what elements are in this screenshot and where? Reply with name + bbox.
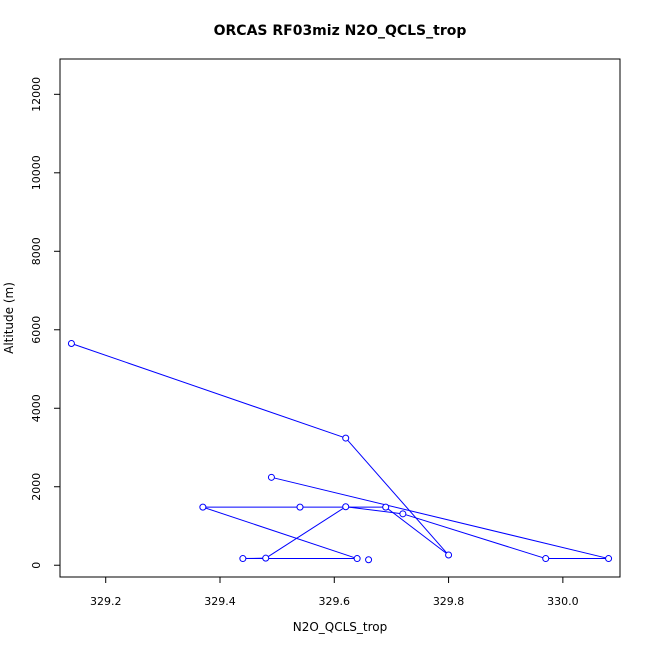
series-line-segment [265,506,346,559]
data-point [605,555,613,563]
data-point [353,555,361,563]
data-point [399,510,407,518]
series-line-segment [271,476,609,560]
x-axis-label: N2O_QCLS_trop [293,620,388,634]
series-line-segment [71,343,346,439]
series-line-segment [402,513,546,560]
x-tick-label: 329.4 [204,595,236,608]
series-line-segment [345,506,403,515]
series-line-segment [385,506,449,556]
y-axis: 0 2000 4000 6000 8000 10000 12000 [30,77,60,569]
y-tick-label: 6000 [30,316,43,344]
y-tick-label: 2000 [30,473,43,501]
y-axis-label: Altitude (m) [2,282,16,354]
series-line-segment [345,437,449,556]
series-line-segment [202,506,358,560]
data-point [342,434,350,442]
y-tick-label: 10000 [30,155,43,190]
data-point [445,551,453,559]
x-tick-label: 330.0 [547,595,579,608]
data-point [199,503,207,511]
x-tick-label: 329.6 [319,595,351,608]
y-tick-label: 4000 [30,394,43,422]
data-point [342,503,350,511]
data-point [542,555,550,563]
data-point [67,340,75,348]
data-series [67,340,613,564]
data-point [296,503,304,511]
y-tick-label: 12000 [30,77,43,112]
x-tick-label: 329.2 [90,595,122,608]
data-point [382,503,390,511]
chart-title: ORCAS RF03miz N2O_QCLS_trop [214,23,467,39]
data-point [365,556,373,564]
x-axis: 329.2 329.4 329.6 329.8 330.0 [90,577,579,608]
data-point [262,554,270,562]
y-tick-label: 8000 [30,237,43,265]
data-point [267,473,275,481]
data-point [239,555,247,563]
x-tick-label: 329.8 [433,595,465,608]
plot-frame [59,58,621,578]
y-tick-label: 0 [30,562,43,569]
